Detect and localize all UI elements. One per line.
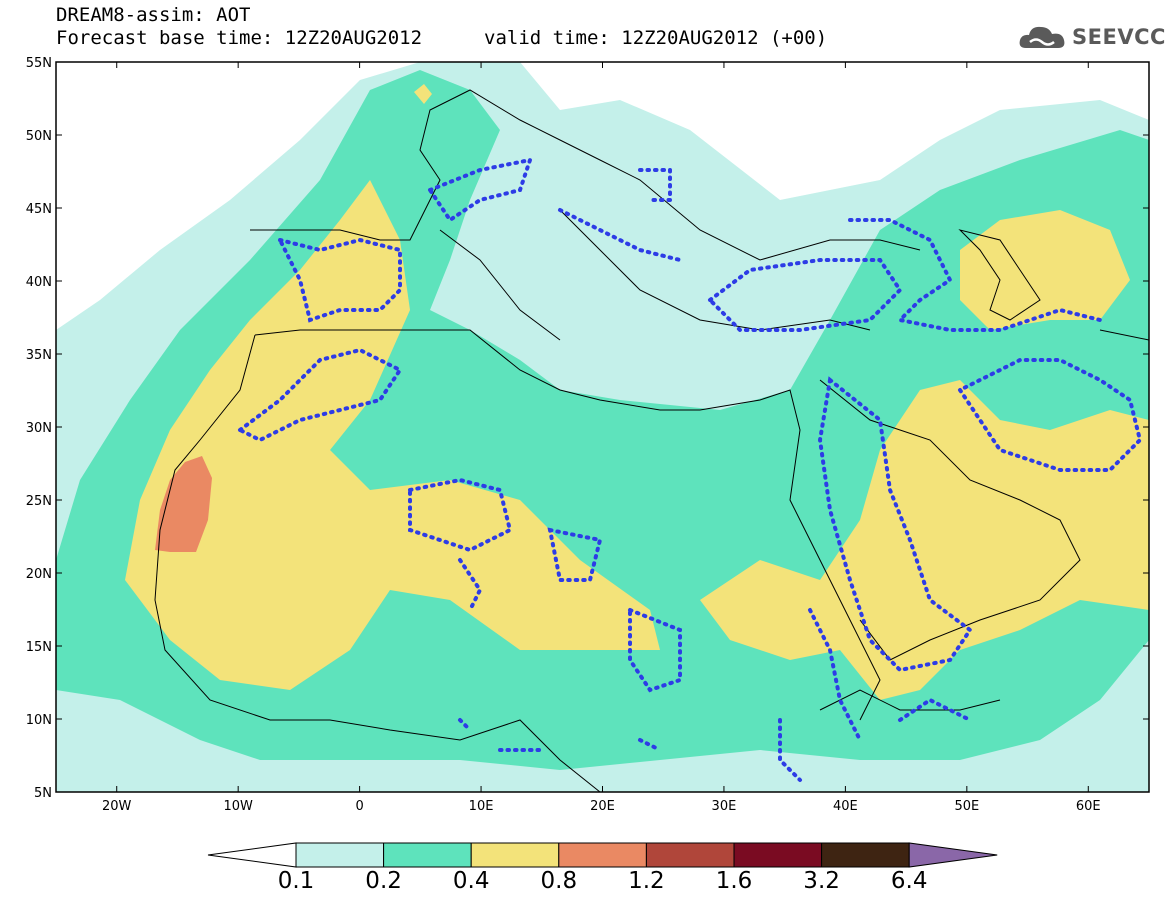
colorbar-box bbox=[470, 842, 560, 868]
colorbar-arrow-low bbox=[207, 842, 297, 868]
contour-balkans bbox=[558, 168, 682, 262]
coastline-africa bbox=[154, 329, 1001, 792]
lat-label: 50N bbox=[26, 129, 52, 144]
coastline-arabia bbox=[819, 329, 1149, 661]
contour-chad bbox=[547, 527, 682, 693]
contour-caucasus bbox=[848, 218, 1102, 332]
lon-label: 20E bbox=[590, 799, 615, 814]
lat-label: 45N bbox=[26, 202, 52, 217]
colorbar-box bbox=[558, 842, 647, 868]
aot-band-0.4-east bbox=[700, 380, 1149, 700]
colorbar-label: 3.2 bbox=[803, 868, 840, 894]
lon-label: 10W bbox=[223, 799, 253, 814]
cloud-icon bbox=[1019, 26, 1065, 48]
lat-label: 25N bbox=[26, 494, 52, 509]
lat-label: 20N bbox=[26, 567, 52, 582]
coastline-europe bbox=[250, 89, 921, 341]
forecast-base-time: Forecast base time: 12Z20AUG2012 bbox=[56, 27, 423, 49]
contour-morocco bbox=[236, 347, 403, 443]
lon-label: 50E bbox=[954, 799, 979, 814]
colorbar-label: 0.4 bbox=[452, 868, 490, 894]
colorbar-box bbox=[733, 842, 823, 868]
lon-label: 10E bbox=[469, 799, 494, 814]
contour-arabia bbox=[817, 376, 973, 673]
colorbar-label: 0.2 bbox=[365, 868, 402, 894]
contour-sahara bbox=[408, 477, 513, 612]
colorbar-label: 1.2 bbox=[628, 868, 665, 894]
colorbar-arrow-high bbox=[908, 842, 998, 868]
lon-label: 0 bbox=[355, 799, 363, 814]
map-title: DREAM8-assim: AOT bbox=[56, 4, 251, 26]
lat-label: 5N bbox=[34, 786, 52, 801]
seevccc-logo: SEEVCCC bbox=[1018, 22, 1165, 52]
lat-label: 10N bbox=[26, 713, 52, 728]
colorbar-box bbox=[383, 842, 472, 868]
colorbar-box bbox=[821, 842, 910, 868]
lat-label: 40N bbox=[26, 275, 52, 290]
aot-band-0.4 bbox=[125, 180, 660, 690]
lat-label: 55N bbox=[26, 56, 52, 71]
colorbar-box bbox=[645, 842, 735, 868]
lat-label: 15N bbox=[26, 640, 52, 655]
lon-label: 60E bbox=[1076, 799, 1101, 814]
lat-label: 30N bbox=[26, 421, 52, 436]
aot-band-0.8 bbox=[155, 456, 212, 552]
contour-horn bbox=[778, 608, 972, 782]
lon-label: 30E bbox=[712, 799, 737, 814]
coastline-caspian bbox=[958, 229, 1041, 321]
contour-sudan bbox=[458, 718, 662, 752]
colorbar-label: 6.4 bbox=[890, 868, 928, 894]
lon-label: 40E bbox=[833, 799, 858, 814]
valid-time: valid time: 12Z20AUG2012 (+00) bbox=[484, 27, 828, 49]
logo-text: SEEVCCC bbox=[1072, 25, 1165, 49]
lat-label: 35N bbox=[26, 348, 52, 363]
contour-alps bbox=[426, 157, 533, 223]
colorbar-label: 0.1 bbox=[277, 868, 315, 894]
contour-turkey bbox=[706, 258, 903, 332]
colorbar-box bbox=[295, 842, 385, 868]
aot-band-0.4-caspian bbox=[960, 210, 1130, 330]
contour-iran bbox=[957, 358, 1143, 472]
colorbar-label: 1.6 bbox=[715, 868, 753, 894]
colorbar bbox=[207, 842, 998, 868]
aot-band-0.4-nl bbox=[414, 84, 432, 104]
lon-label: 20W bbox=[102, 799, 132, 814]
contour-iberia bbox=[276, 237, 402, 323]
colorbar-label: 0.8 bbox=[540, 868, 578, 894]
